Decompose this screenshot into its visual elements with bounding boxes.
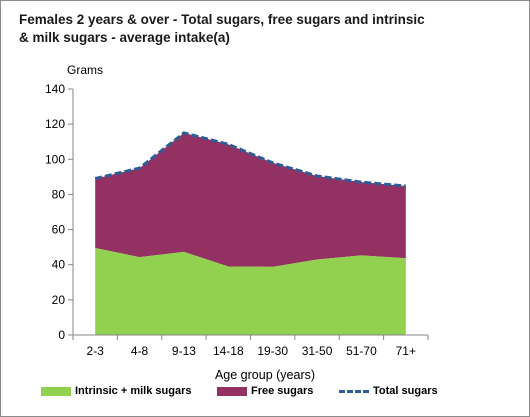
x-axis-label: Age group (years) — [214, 368, 316, 382]
legend-item-free: Free sugars — [217, 385, 313, 397]
y-tick-label: 0 — [58, 328, 65, 342]
y-tick-label: 40 — [52, 258, 66, 272]
y-tick-label: 100 — [45, 152, 65, 166]
x-tick-label: 2-3 — [87, 344, 105, 358]
legend-swatch-total — [339, 389, 369, 393]
y-tick-label: 20 — [52, 293, 66, 307]
x-tick-label: 4-8 — [131, 344, 149, 358]
y-axis-label: Grams — [67, 63, 103, 77]
series-intrinsic-milk-area — [95, 248, 406, 335]
series-free-sugars-area — [95, 132, 406, 267]
legend-swatch-free — [217, 386, 247, 396]
legend-label-intrinsic: Intrinsic + milk sugars — [75, 385, 192, 397]
y-tick-label: 60 — [52, 223, 66, 237]
x-tick-label: 51-70 — [346, 344, 377, 358]
series-total-sugars-line — [94, 131, 406, 188]
y-tick-label: 140 — [45, 82, 65, 96]
legend-item-total: Total sugars — [339, 385, 438, 397]
legend-swatch-intrinsic — [41, 386, 71, 396]
x-tick-label: 19-30 — [257, 344, 288, 358]
legend-label-free: Free sugars — [251, 385, 314, 397]
y-tick-label: 80 — [52, 187, 66, 201]
x-tick-label: 9-13 — [172, 344, 196, 358]
chart-title: Females 2 years & over - Total sugars, f… — [19, 12, 425, 45]
x-tick-label: 31-50 — [302, 344, 333, 358]
x-tick-label: 71+ — [396, 344, 416, 358]
legend: Intrinsic + milk sugars Free sugars Tota… — [1, 385, 529, 405]
legend-item-intrinsic: Intrinsic + milk sugars — [41, 385, 191, 397]
x-tick-label: 14-18 — [213, 344, 244, 358]
y-tick-label: 120 — [45, 117, 65, 131]
legend-label-total: Total sugars — [373, 385, 438, 397]
